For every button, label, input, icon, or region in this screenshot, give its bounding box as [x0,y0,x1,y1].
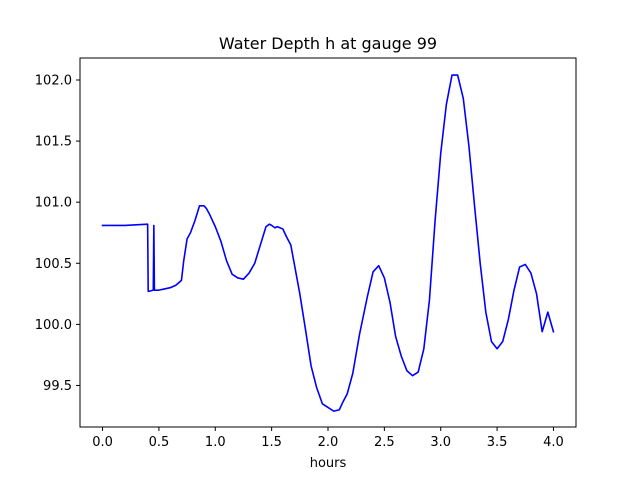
plot-frame [79,57,577,428]
x-tick-label: 3.0 [430,435,451,450]
x-axis-label: hours [310,456,347,471]
x-axis-ticks: 0.0 0.5 1.0 1.5 2.0 2.5 3.0 3.5 4.0 [92,427,564,450]
y-tick-label: 99.5 [43,379,72,394]
x-tick-label: 1.5 [261,435,282,450]
x-tick-label: 1.0 [205,435,226,450]
y-tick-label: 101.0 [35,196,72,211]
x-tick-label: 4.0 [543,435,564,450]
y-tick-label: 101.5 [35,135,72,150]
y-tick-label: 100.5 [35,257,72,272]
x-tick-label: 3.5 [487,435,508,450]
x-tick-label: 2.0 [318,435,339,450]
x-tick-label: 0.0 [92,435,113,450]
x-tick-label: 2.5 [374,435,395,450]
chart-title: Water Depth h at gauge 99 [219,34,437,53]
y-tick-label: 102.0 [35,73,72,88]
x-tick-label: 0.5 [149,435,170,450]
y-axis-ticks: 99.5 100.0 100.5 101.0 101.5 102.0 [35,73,80,394]
series-layer [101,74,555,412]
series-line [101,74,555,412]
y-tick-label: 100.0 [35,318,72,333]
